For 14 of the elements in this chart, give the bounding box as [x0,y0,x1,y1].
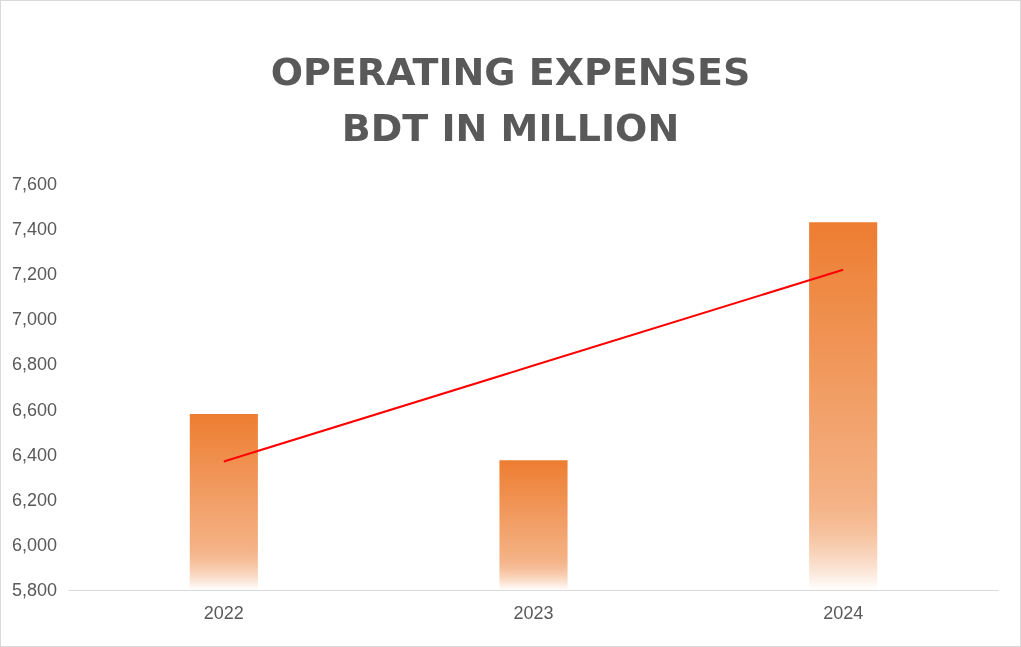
y-tick-label: 5,800 [11,580,57,600]
chart-title: OPERATING EXPENSES BDT IN MILLION [270,50,751,150]
y-tick-label: 7,200 [11,264,57,285]
y-tick-label: 7,400 [11,219,57,240]
y-tick-label: 6,400 [11,444,57,465]
x-tick-label: 2022 [203,603,244,623]
y-tick-label: 6,200 [11,489,57,510]
x-tick-label: 2023 [513,603,554,623]
y-tick-label: 6,000 [11,534,57,555]
y-tick-label: 6,600 [11,399,57,420]
y-tick-label: 7,000 [11,309,57,330]
y-tick-label: 6,800 [11,354,57,375]
x-tick-label: 2024 [823,603,864,623]
y-tick-label: 7,600 [11,174,57,194]
